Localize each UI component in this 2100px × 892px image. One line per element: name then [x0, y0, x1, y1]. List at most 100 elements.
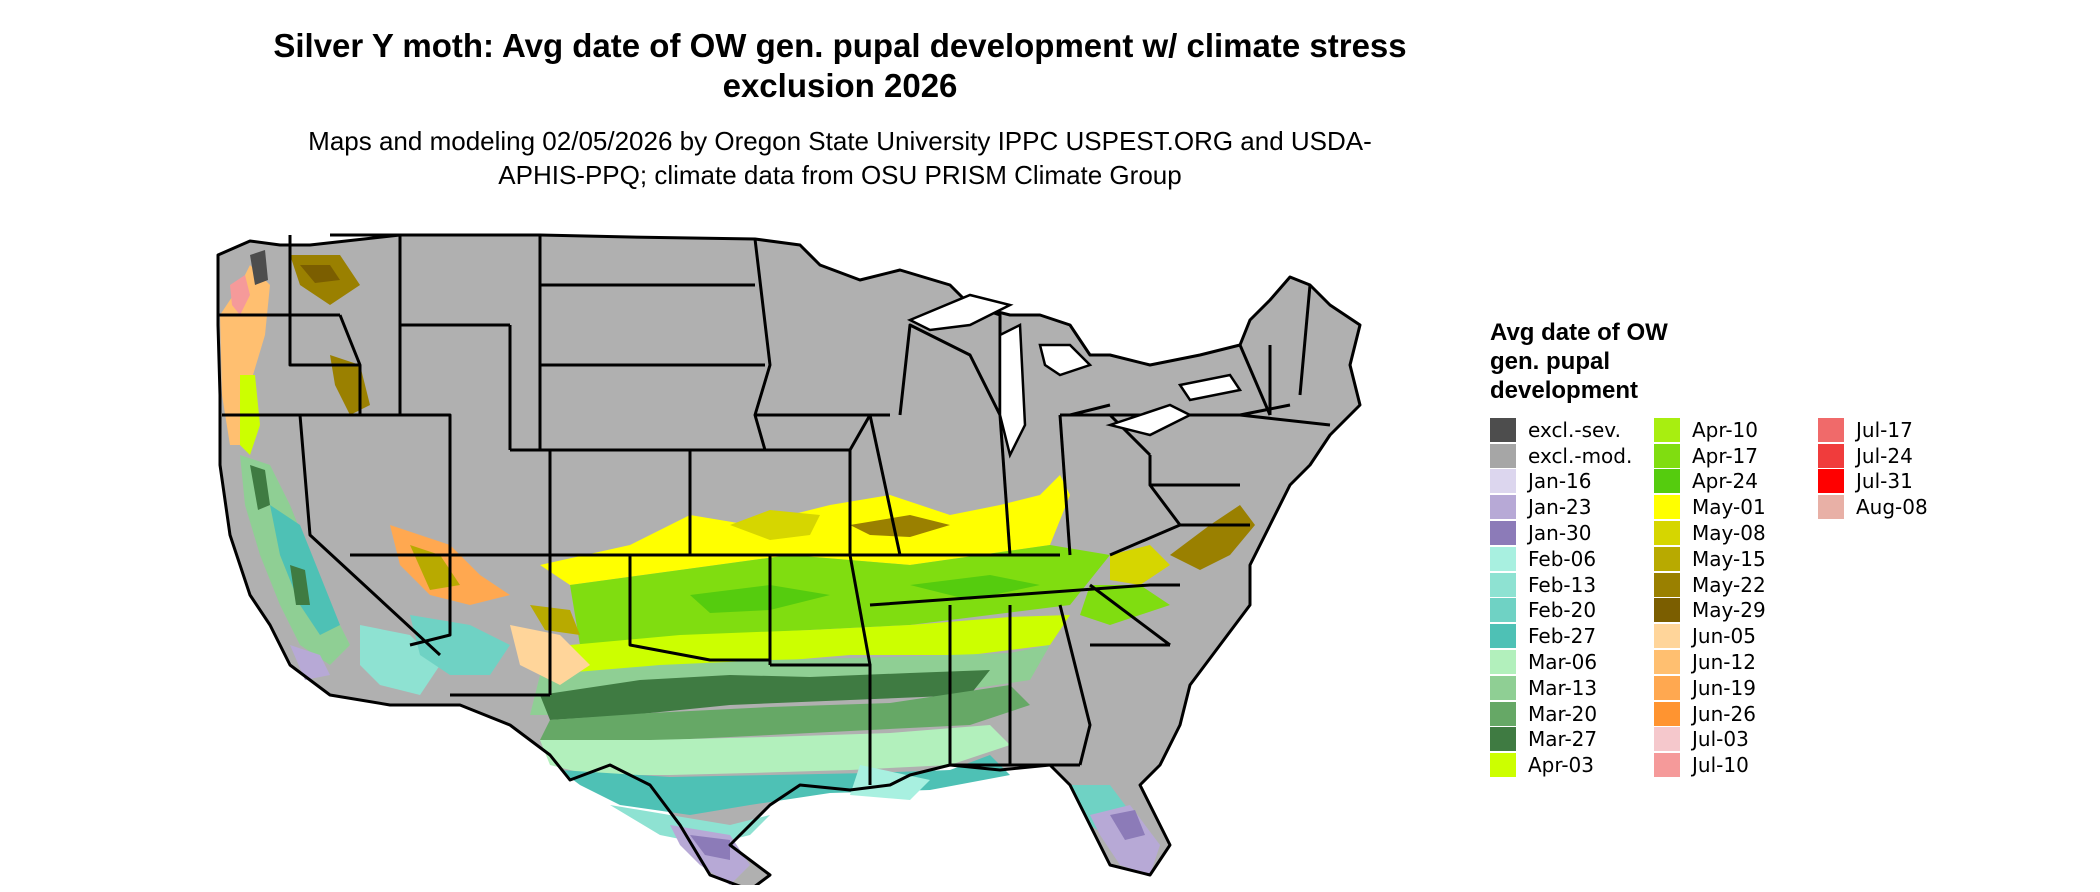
zone-may-22-midatlantic — [1170, 505, 1255, 570]
legend-swatch — [1490, 598, 1516, 623]
legend-item: May-01 — [1654, 494, 1818, 520]
zone-mar-06-band — [540, 725, 1010, 775]
zone-may-22-patch — [850, 515, 950, 537]
legend-item: Feb-20 — [1490, 598, 1654, 624]
zone-west-coast-warm — [220, 265, 270, 445]
zone-socal-purple — [290, 645, 330, 680]
legend-swatch — [1818, 417, 1844, 442]
legend-label: May-01 — [1692, 495, 1766, 520]
legend-label: Apr-10 — [1692, 417, 1758, 442]
legend-swatch — [1490, 624, 1516, 649]
legend-label: May-15 — [1692, 546, 1766, 571]
legend-label: Feb-06 — [1528, 546, 1597, 571]
zone-mar-27-band — [540, 670, 990, 720]
legend-item: Jun-19 — [1654, 675, 1818, 701]
legend-item: Jul-03 — [1654, 727, 1818, 753]
legend-item: Jan-23 — [1490, 494, 1654, 520]
legend-label: Feb-13 — [1528, 572, 1597, 597]
legend-column: excl.-sev. excl.-mod. Jan-16 Jan-23 Jan-30 Fe… — [1490, 417, 1654, 778]
legend-swatch — [1654, 443, 1680, 468]
legend-swatch — [1490, 650, 1516, 675]
legend-swatch — [1654, 521, 1680, 546]
legend-swatch — [1490, 572, 1516, 597]
legend-label: Jan-23 — [1528, 495, 1592, 520]
legend-swatch — [1654, 650, 1680, 675]
zone-nw-olive — [290, 255, 370, 415]
legend-item: Jan-16 — [1490, 469, 1654, 495]
legend-label: Mar-06 — [1528, 650, 1598, 675]
great-lakes — [906, 293, 1243, 459]
legend-label: Jan-30 — [1528, 521, 1592, 546]
zone-california-darkgreen — [250, 465, 310, 605]
legend-swatch — [1654, 469, 1680, 494]
legend-item: May-29 — [1654, 598, 1818, 624]
us-phenology-map — [216, 233, 1362, 885]
legend-swatch — [1654, 701, 1680, 726]
zone-apr-03-band — [560, 615, 1070, 675]
legend-swatch — [1818, 469, 1844, 494]
legend-item: Feb-27 — [1490, 623, 1654, 649]
legend-swatch — [1654, 546, 1680, 571]
legend-label: Jun-26 — [1692, 701, 1756, 726]
legend-label: Jul-03 — [1692, 727, 1749, 752]
legend-label: Jul-10 — [1692, 753, 1749, 778]
legend-swatch — [1490, 469, 1516, 494]
legend-label: May-22 — [1692, 572, 1766, 597]
legend-column: Jul-17 Jul-24 Jul-31 Aug-08 — [1818, 417, 1982, 778]
legend-swatch — [1490, 753, 1516, 778]
zone-may-08-band — [730, 510, 820, 540]
zone-apr-24-patches — [690, 575, 1040, 613]
legend-columns: excl.-sev. excl.-mod. Jan-16 Jan-23 Jan-30 Fe… — [1490, 417, 1982, 778]
legend-item: Jul-24 — [1818, 443, 1982, 469]
legend-label: excl.-sev. — [1528, 417, 1621, 442]
legend-swatch — [1654, 727, 1680, 752]
legend-label: Jun-05 — [1692, 624, 1756, 649]
legend-item: Jun-12 — [1654, 649, 1818, 675]
legend-label: Jun-19 — [1692, 675, 1756, 700]
legend-label: Mar-13 — [1528, 675, 1598, 700]
legend-item: Mar-27 — [1490, 727, 1654, 753]
map-subtitle: Maps and modeling 02/05/2026 by Oregon S… — [308, 126, 1372, 190]
state-borders — [216, 233, 1362, 885]
legend-item: Apr-03 — [1490, 752, 1654, 778]
legend-item: Mar-13 — [1490, 675, 1654, 701]
zone-apr-17-band — [570, 545, 1110, 645]
legend-swatch — [1818, 495, 1844, 520]
legend-item: Apr-24 — [1654, 469, 1818, 495]
legend-swatch — [1490, 727, 1516, 752]
legend-swatch — [1490, 495, 1516, 520]
legend-item: May-22 — [1654, 572, 1818, 598]
legend-label: Apr-03 — [1528, 753, 1594, 778]
legend-label: Jun-12 — [1692, 650, 1756, 675]
legend-item: Mar-06 — [1490, 649, 1654, 675]
legend-label: Mar-20 — [1528, 701, 1598, 726]
legend-label: Aug-08 — [1856, 495, 1928, 520]
legend-swatch — [1490, 701, 1516, 726]
legend-label: Mar-27 — [1528, 727, 1598, 752]
zone-jan-30-south-texas — [690, 835, 730, 860]
legend-label: May-08 — [1692, 521, 1766, 546]
zone-jan-30-florida — [1110, 810, 1145, 840]
legend-swatch — [1654, 675, 1680, 700]
legend-item: Apr-10 — [1654, 417, 1818, 443]
legend-swatch — [1490, 521, 1516, 546]
legend-swatch — [1818, 443, 1844, 468]
legend-label: Feb-27 — [1528, 624, 1597, 649]
map-title: Silver Y moth: Avg date of OW gen. pupal… — [273, 27, 1407, 104]
legend-swatch — [1490, 443, 1516, 468]
legend-item: Jul-31 — [1818, 469, 1982, 495]
legend-item: excl.-mod. — [1490, 443, 1654, 469]
legend-item: Jul-10 — [1654, 752, 1818, 778]
legend-item: Feb-06 — [1490, 546, 1654, 572]
legend-item: Mar-20 — [1490, 701, 1654, 727]
legend-item: Feb-13 — [1490, 572, 1654, 598]
conus-outline — [216, 233, 1362, 885]
legend-label: excl.-mod. — [1528, 443, 1633, 468]
zone-sw-olive — [410, 545, 580, 635]
legend-swatch — [1490, 675, 1516, 700]
zone-nw-brown — [300, 265, 340, 283]
legend-item: May-15 — [1654, 546, 1818, 572]
legend-swatch — [1654, 624, 1680, 649]
zone-arizona-mixed — [410, 615, 510, 675]
zone-may-08-midatlantic — [1110, 545, 1170, 585]
